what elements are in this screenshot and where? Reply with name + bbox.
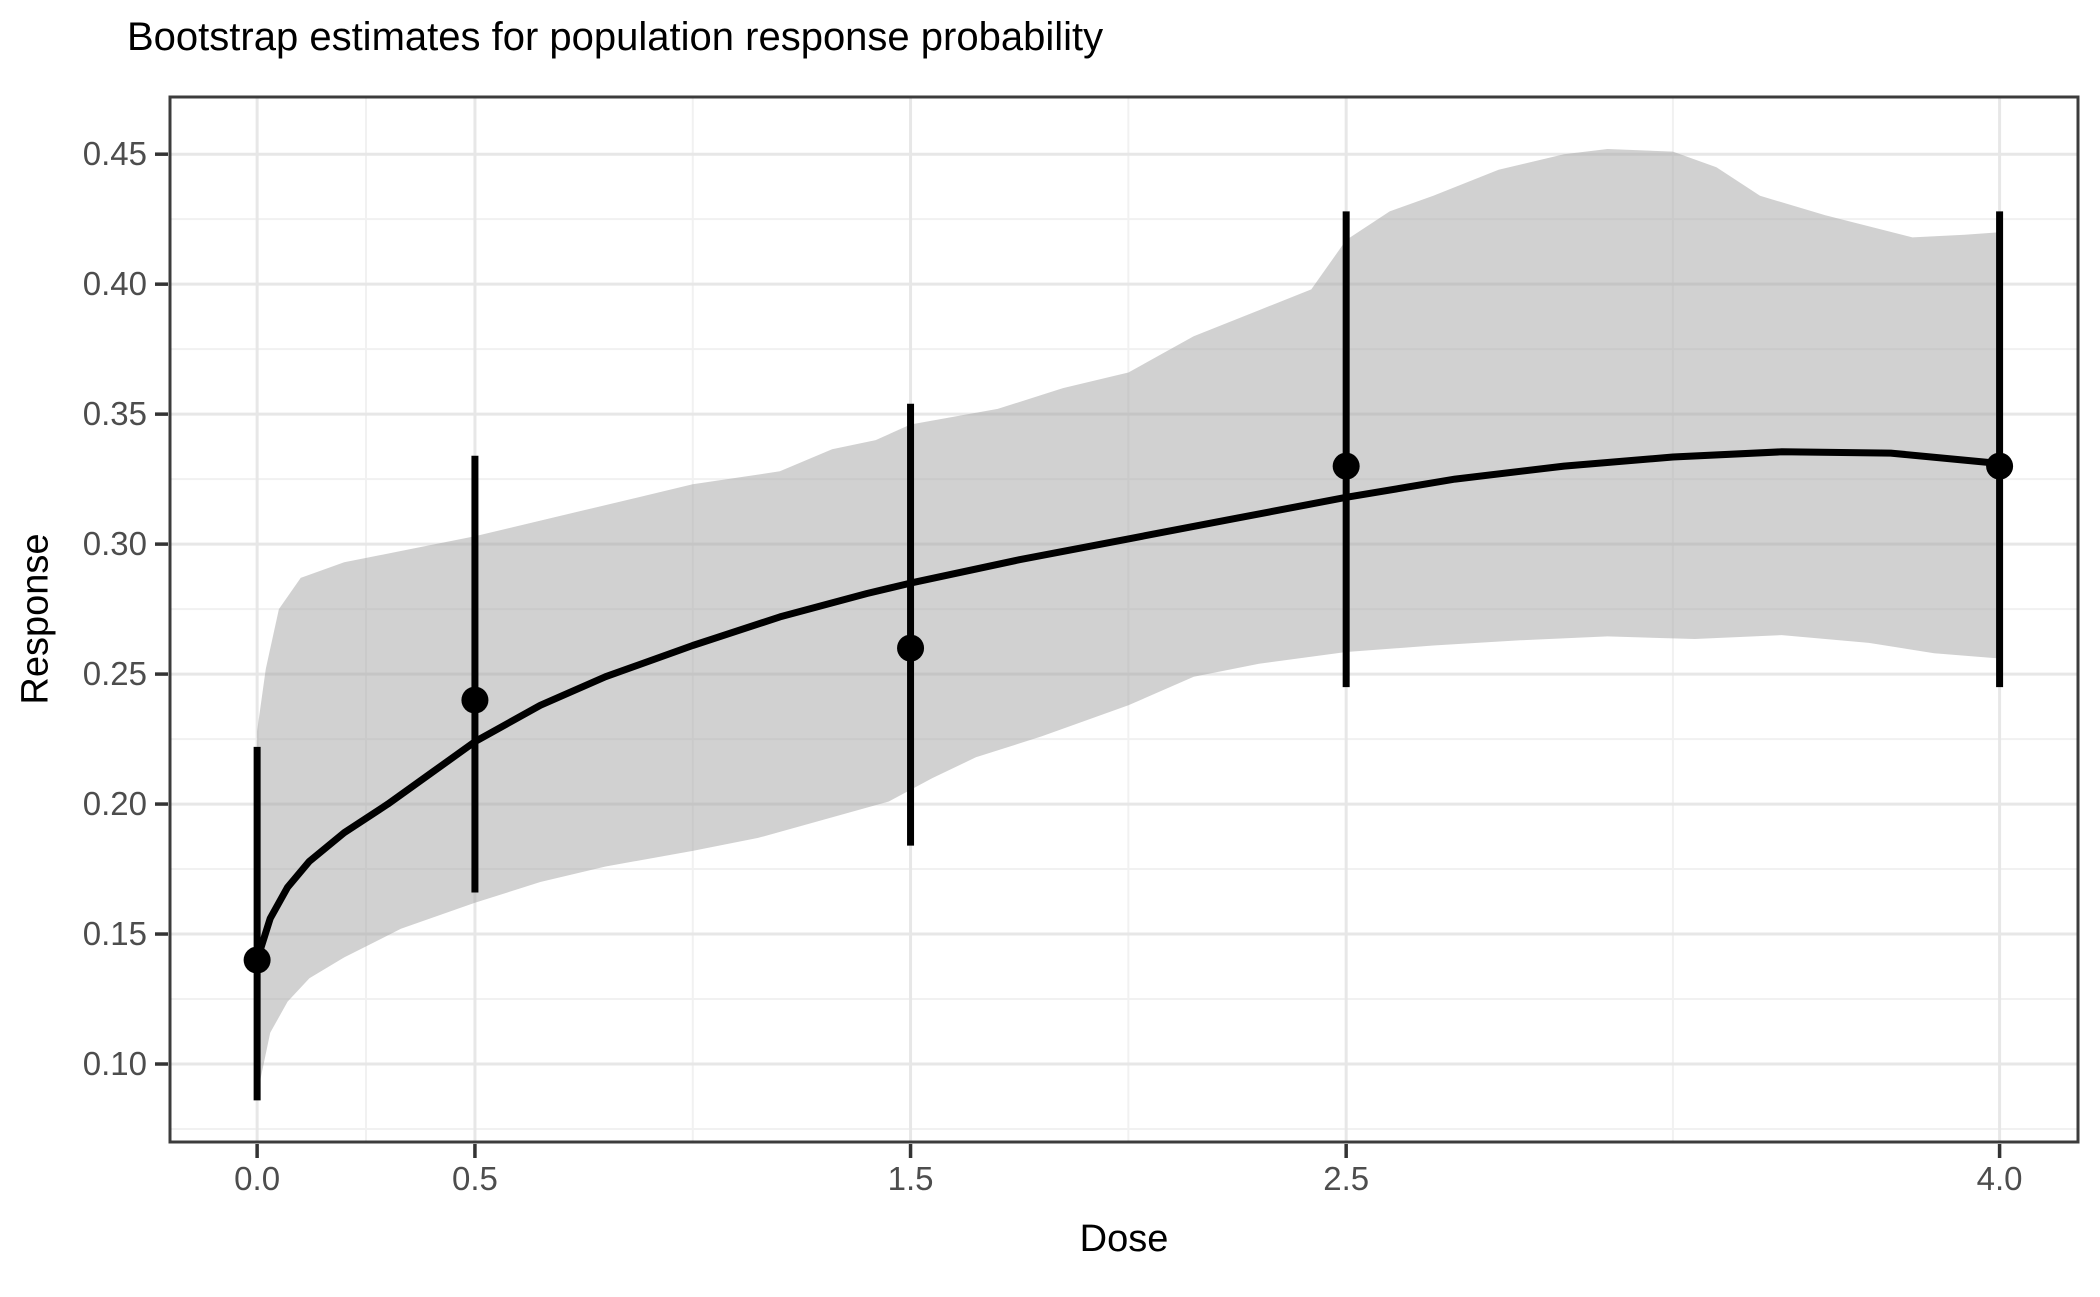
data-point bbox=[461, 686, 489, 714]
y-tick-label: 0.10 bbox=[83, 1045, 147, 1082]
y-tick-label: 0.25 bbox=[83, 655, 147, 692]
confidence-ribbon bbox=[257, 149, 2000, 1096]
y-tick-label: 0.20 bbox=[83, 785, 147, 822]
data-point bbox=[1986, 452, 2014, 480]
y-tick-label: 0.15 bbox=[83, 915, 147, 952]
y-tick-label: 0.45 bbox=[83, 135, 147, 172]
x-tick-label: 0.0 bbox=[234, 1160, 280, 1197]
data-point bbox=[243, 946, 271, 974]
y-axis-title: Response bbox=[14, 533, 57, 705]
x-tick-label: 1.5 bbox=[888, 1160, 934, 1197]
data-point bbox=[897, 634, 925, 662]
fit-line bbox=[253, 448, 2000, 962]
x-tick-label: 2.5 bbox=[1323, 1160, 1369, 1197]
x-tick-label: 4.0 bbox=[1977, 1160, 2023, 1197]
data-point bbox=[1332, 452, 1360, 480]
chart-title: Bootstrap estimates for population respo… bbox=[127, 15, 1104, 59]
panel-border bbox=[168, 95, 2080, 1144]
x-tick-label: 0.5 bbox=[452, 1160, 498, 1197]
y-tick-label: 0.40 bbox=[83, 265, 147, 302]
x-axis-title: Dose bbox=[1079, 1218, 1169, 1260]
y-tick-label: 0.35 bbox=[83, 395, 147, 432]
y-tick-label: 0.30 bbox=[83, 525, 147, 562]
